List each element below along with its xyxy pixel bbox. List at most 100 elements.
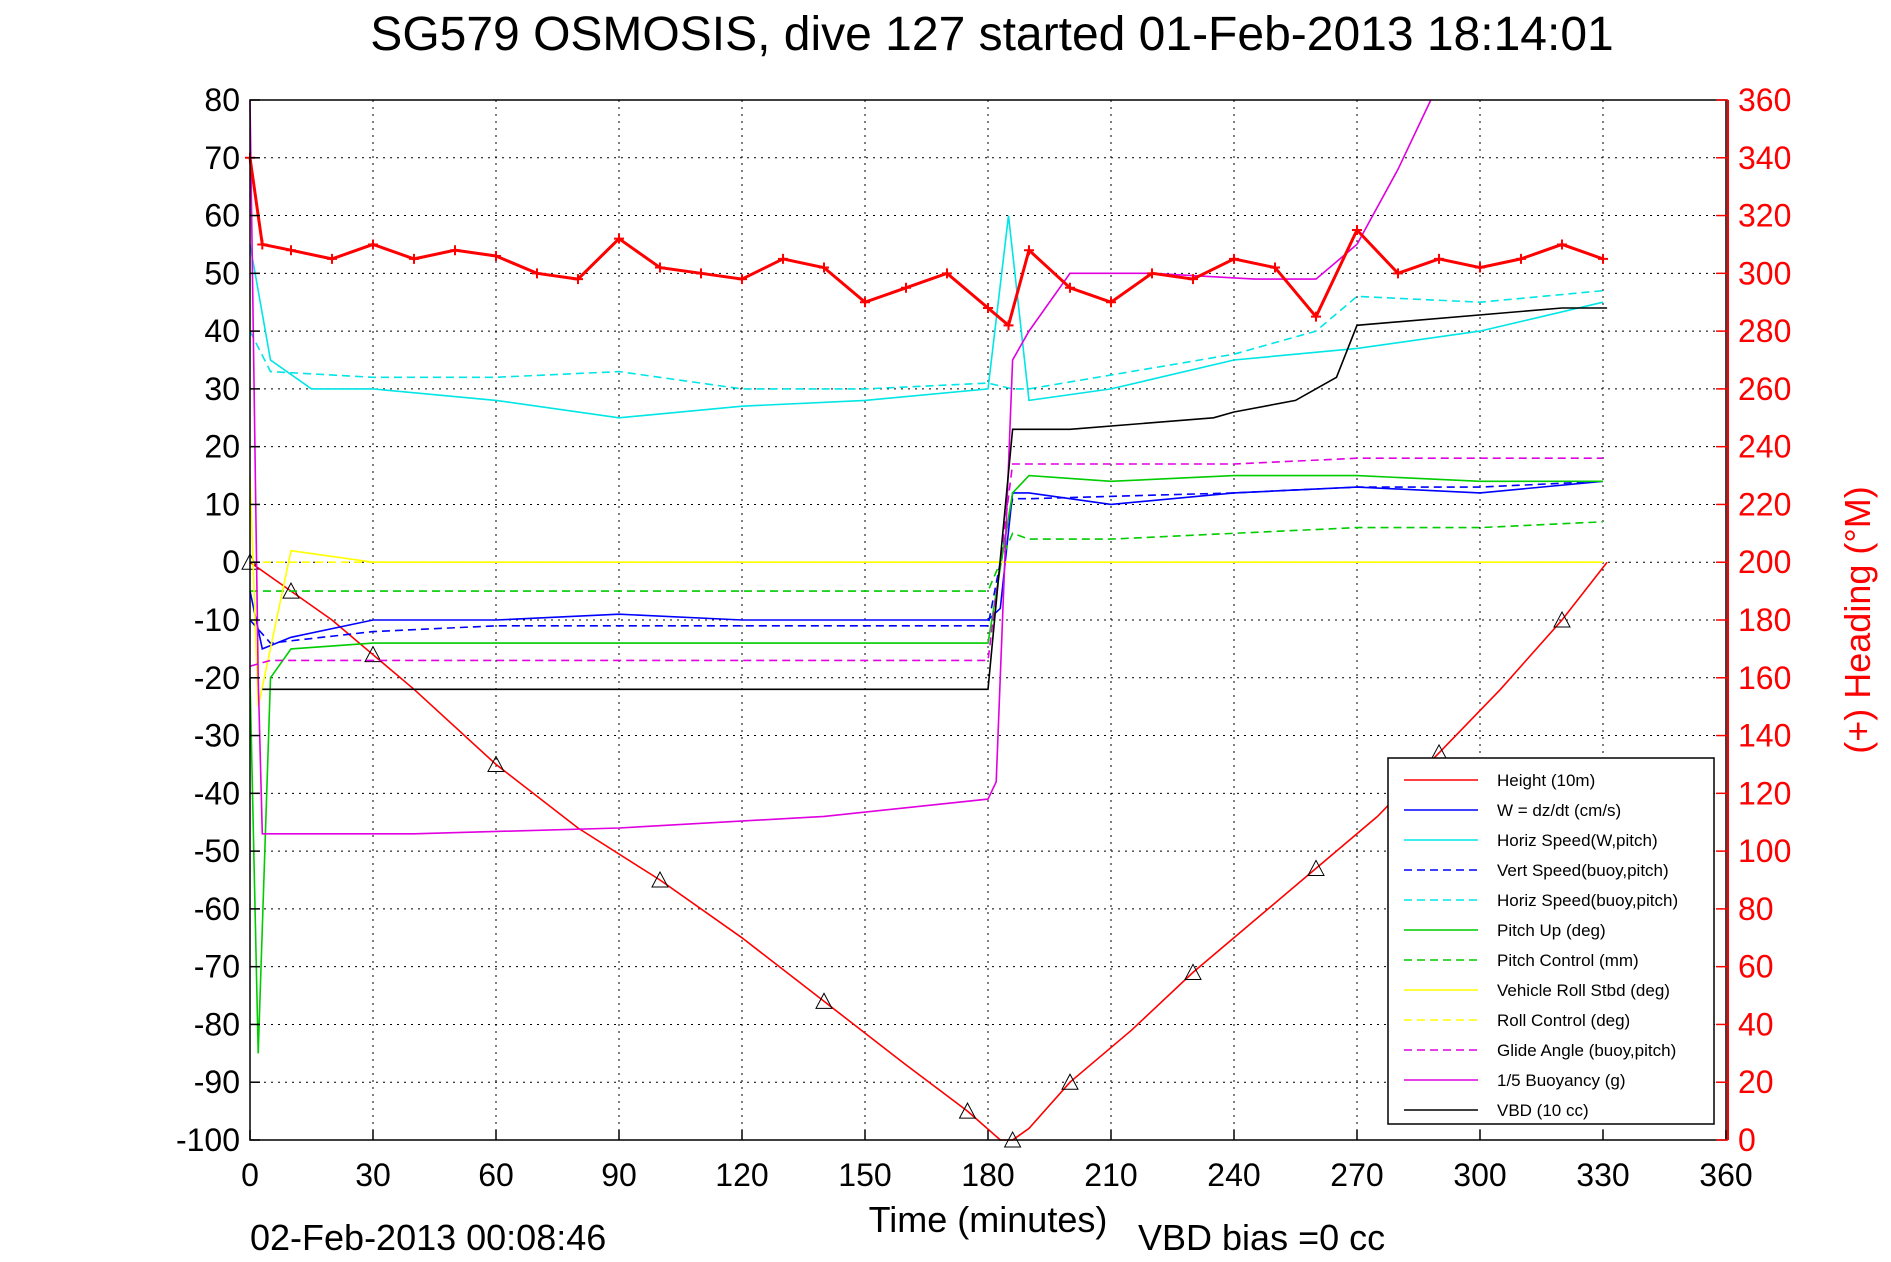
tick-layer: 0 30 60 90 120 150 180 210 240 270 300 330 360807060… (176, 82, 1791, 1193)
heading-point (409, 253, 419, 264)
y-tick-label: -100 (176, 1122, 240, 1158)
heading-point (450, 245, 460, 256)
heading-point (327, 253, 337, 264)
heading-point (1065, 282, 1075, 293)
series-9-line (249, 457, 1603, 667)
right-tick-label: 320 (1738, 198, 1791, 234)
x-tick-label: 330 (1576, 1157, 1629, 1193)
right-tick-label: 120 (1738, 775, 1791, 811)
height-marker (958, 1102, 977, 1119)
vbd-bias: VBD bias =0 cc (1138, 1217, 1385, 1258)
heading-point (942, 268, 952, 279)
height-marker (1553, 610, 1571, 628)
legend-label: Glide Angle (buoy,pitch) (1497, 1041, 1676, 1060)
series-12-line (248, 157, 1604, 328)
legend-label: VBD (10 cc) (1497, 1101, 1589, 1120)
right-axis-label: (+) Heading (°M) (1837, 486, 1878, 753)
series-10-line (249, 99, 1432, 835)
heading-point (1516, 253, 1526, 264)
y-tick-label: -30 (194, 718, 240, 754)
height-marker (364, 645, 382, 663)
series-2-line (249, 215, 1604, 419)
legend-box (1387, 757, 1715, 1125)
y-tick-label: 80 (204, 82, 240, 118)
right-tick-label: 140 (1738, 718, 1791, 754)
heading-point (901, 282, 911, 293)
y-tick-label: 60 (204, 198, 240, 234)
y-tick-label: 70 (204, 140, 240, 176)
heading-point (368, 239, 378, 250)
series-3-line (249, 480, 1604, 644)
y-tick-label: 30 (204, 371, 240, 407)
y-tick-label: 40 (204, 313, 240, 349)
right-tick-label: 80 (1738, 891, 1774, 927)
y-tick-label: -80 (194, 1006, 240, 1042)
right-tick-label: 180 (1738, 602, 1791, 638)
x-tick-label: 60 (478, 1157, 514, 1193)
right-tick-label: 280 (1738, 313, 1791, 349)
heading-point (737, 274, 747, 285)
x-tick-label: 360 (1699, 1157, 1752, 1193)
y-tick-label: 10 (204, 486, 240, 522)
series-4-line (249, 289, 1604, 390)
right-tick-label: 240 (1738, 429, 1791, 465)
heading-point (1557, 239, 1567, 250)
legend-label: Vehicle Roll Stbd (deg) (1497, 981, 1670, 1000)
heading-point (1270, 262, 1280, 273)
height-marker (1184, 963, 1202, 980)
legend-label: W = dz/dt (cm/s) (1497, 801, 1621, 820)
legend-label: Vert Speed(buoy,pitch) (1497, 861, 1669, 880)
heading-point (860, 297, 870, 308)
heading-point (1003, 320, 1014, 331)
heading-point (1024, 245, 1034, 256)
right-tick-label: 300 (1738, 255, 1791, 291)
y-tick-label: -20 (194, 660, 240, 696)
right-tick-label: 100 (1738, 833, 1791, 869)
heading-point (1352, 225, 1362, 235)
y-tick-label: 20 (204, 429, 240, 465)
heading-point (1434, 253, 1444, 264)
series-1-line (249, 480, 1604, 650)
x-tick-label: 210 (1084, 1157, 1137, 1193)
y-tick-label: -40 (194, 775, 240, 811)
height-marker (815, 992, 833, 1009)
right-tick-label: 220 (1738, 486, 1791, 522)
timestamp: 02-Feb-2013 00:08:46 (250, 1217, 606, 1258)
y-tick-label: -50 (194, 833, 240, 869)
x-tick-label: 180 (961, 1157, 1014, 1193)
right-tick-label: 60 (1738, 949, 1774, 985)
series-6-line (250, 521, 1604, 592)
right-tick-label: 200 (1738, 544, 1791, 580)
y-tick-label: -90 (194, 1064, 240, 1100)
heading-point (655, 262, 665, 273)
right-tick-label: 260 (1738, 371, 1791, 407)
heading-point (1188, 274, 1198, 285)
series-5-line (249, 474, 1603, 1054)
x-tick-label: 270 (1330, 1157, 1383, 1193)
y-tick-label: 50 (204, 255, 240, 291)
y-tick-label: -10 (194, 602, 240, 638)
legend-label: Height (10m) (1497, 771, 1595, 790)
height-marker (651, 870, 669, 888)
x-tick-label: 30 (355, 1157, 391, 1193)
x-tick-label: 90 (601, 1157, 637, 1193)
legend-label: Pitch Control (mm) (1497, 951, 1639, 970)
legend: Height (10m) W = dz/dt (cm/s) Horiz Speed(… (1387, 757, 1715, 1125)
right-tick-label: 0 (1738, 1122, 1756, 1158)
heading-point (1229, 253, 1239, 264)
right-tick-label: 20 (1738, 1064, 1774, 1100)
heading-point (532, 268, 542, 279)
x-tick-label: 240 (1207, 1157, 1260, 1193)
heading-point (573, 274, 583, 285)
right-tick-label: 360 (1738, 82, 1791, 118)
heading-point (819, 262, 829, 273)
heading-point (1147, 268, 1157, 279)
right-tick-label: 40 (1738, 1006, 1774, 1042)
legend-label: Pitch Up (deg) (1497, 921, 1606, 940)
heading-point (983, 303, 993, 313)
heading-point (1393, 268, 1403, 279)
heading-point (614, 233, 624, 244)
heading-point (286, 245, 296, 256)
legend-label: Horiz Speed(W,pitch) (1497, 831, 1658, 850)
